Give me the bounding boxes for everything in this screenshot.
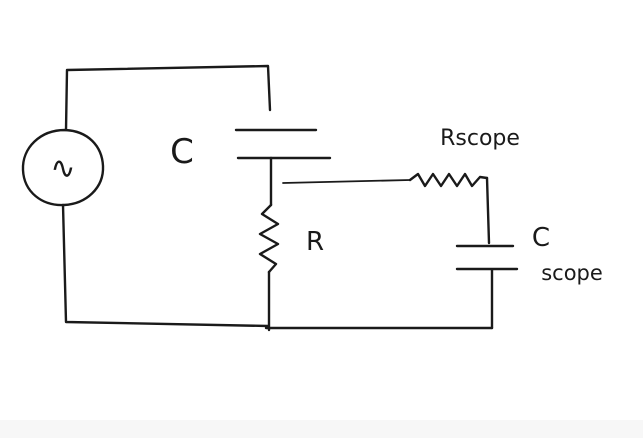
capacitor-scope-label: C [532,223,550,253]
ac-source: ∿ [21,128,105,207]
resistor-main-zigzag [258,203,280,274]
resistor-scope-zigzag [408,172,489,188]
capacitor-main-label: C [170,132,194,172]
ac-source-wave-icon: ∿ [50,151,75,186]
resistor-scope-label: Rscope [440,126,520,151]
resistor-main: R [258,203,324,332]
footer-band [0,420,643,438]
wire-to-scope-resistor [282,179,411,184]
wire-source-top [64,64,272,132]
capacitor-scope: C scope [455,223,603,330]
capacitor-main: C [170,128,332,172]
resistor-main-label: R [306,227,324,257]
wire-to-scope-capacitor [485,176,491,245]
wire-source-bottom [61,203,270,328]
capacitor-scope-sublabel: scope [541,261,603,285]
left-wires [61,64,272,328]
resistor-scope: Rscope [408,126,520,188]
